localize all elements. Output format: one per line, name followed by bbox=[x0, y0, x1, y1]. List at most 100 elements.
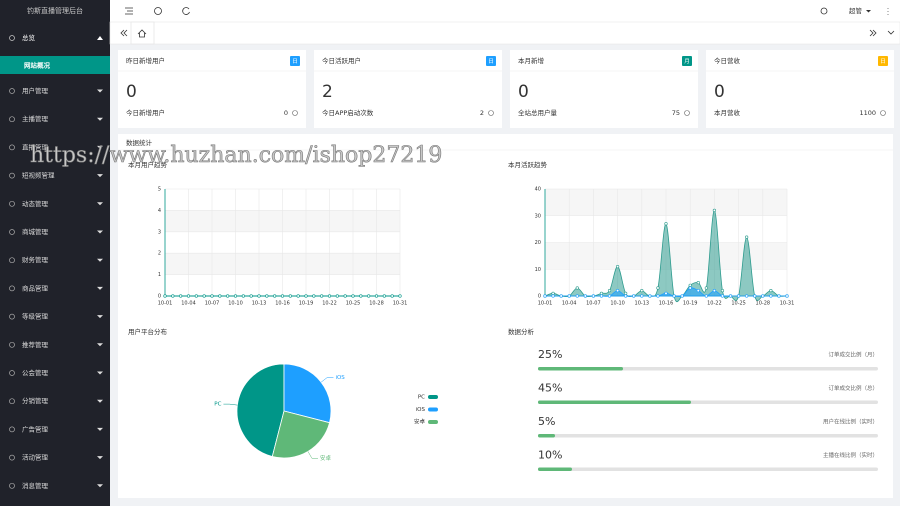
menu-arrow bbox=[97, 117, 103, 121]
data-point bbox=[704, 294, 708, 298]
menu-icon bbox=[9, 200, 15, 207]
sidebar-title: 钓斯直播管理后台 bbox=[27, 6, 83, 15]
home-icon bbox=[137, 29, 147, 38]
menu-item[interactable]: 商城管理 bbox=[22, 227, 49, 236]
progress-value: 25% bbox=[538, 348, 562, 361]
card-title: 今日营收 bbox=[714, 56, 741, 65]
data-point bbox=[575, 294, 579, 298]
data-point bbox=[599, 294, 604, 298]
x-tick-label: 10-28 bbox=[369, 301, 384, 307]
x-tick-label: 10-25 bbox=[346, 301, 361, 307]
data-point bbox=[624, 291, 628, 295]
data-point bbox=[265, 294, 269, 298]
data-point bbox=[257, 294, 261, 298]
menu-icon bbox=[9, 35, 15, 41]
card bbox=[510, 50, 698, 128]
card-badge-text: 日 bbox=[488, 58, 494, 65]
menu-icon bbox=[9, 229, 15, 235]
tab-right[interactable] bbox=[869, 29, 877, 37]
menu-overview[interactable]: 总览 bbox=[22, 33, 36, 42]
menu-icon bbox=[9, 88, 15, 94]
x-tick-label: 10-13 bbox=[252, 301, 267, 307]
user-arrow bbox=[866, 10, 871, 13]
x-tick-label: 10-22 bbox=[707, 301, 722, 307]
data-point bbox=[688, 283, 692, 287]
menu-toggle[interactable] bbox=[125, 7, 133, 15]
pie-leader bbox=[223, 403, 238, 406]
progress-label: 用户在线比例（实时） bbox=[823, 418, 878, 426]
site-icon[interactable] bbox=[154, 7, 162, 15]
data-point bbox=[163, 294, 167, 298]
data-point bbox=[632, 294, 636, 298]
data-point bbox=[359, 294, 363, 298]
menu-item[interactable]: 主播管理 bbox=[22, 114, 49, 123]
home-tab[interactable] bbox=[130, 21, 155, 45]
menu-icon bbox=[9, 313, 15, 320]
menu-item[interactable]: 公会管理 bbox=[22, 368, 49, 377]
card-footer-value: 0 bbox=[284, 109, 288, 117]
data-point bbox=[656, 286, 660, 290]
refresh-icon[interactable] bbox=[182, 7, 190, 15]
menu-icon bbox=[9, 370, 15, 376]
tab-down[interactable] bbox=[887, 30, 895, 35]
x-tick-label: 10-16 bbox=[275, 301, 290, 307]
x-tick-label: 10-07 bbox=[205, 301, 220, 307]
menu-item[interactable]: 推荐管理 bbox=[22, 340, 49, 349]
data-point bbox=[745, 294, 749, 298]
menu-arrow bbox=[97, 36, 103, 40]
card-title: 本月新增 bbox=[518, 56, 544, 65]
menu-item[interactable]: 用户管理 bbox=[22, 86, 49, 95]
theme-icon[interactable] bbox=[820, 7, 828, 15]
data-point bbox=[648, 294, 652, 298]
legend-label: PC bbox=[418, 395, 425, 401]
y-tick-label: 1 bbox=[158, 272, 161, 278]
menu-item[interactable]: 动态管理 bbox=[22, 199, 49, 208]
legend-swatch bbox=[428, 395, 438, 399]
tabbar bbox=[109, 21, 900, 45]
menu-arrow bbox=[97, 89, 103, 93]
data-point bbox=[761, 294, 765, 298]
card-badge bbox=[290, 56, 300, 66]
card-footer-label: 今日新增用户 bbox=[126, 108, 165, 117]
data-point bbox=[615, 289, 620, 293]
card-title: 今日活跃用户 bbox=[322, 56, 361, 65]
menu-item[interactable]: 短视频管理 bbox=[22, 171, 55, 180]
data-point bbox=[769, 289, 773, 293]
menu-arrow bbox=[97, 258, 103, 262]
menu-item[interactable]: 直播管理 bbox=[22, 142, 49, 151]
menu-item[interactable]: 财务管理 bbox=[22, 255, 49, 264]
x-tick-label: 10-04 bbox=[562, 301, 577, 307]
data-point bbox=[171, 294, 175, 298]
menu-item[interactable]: 商品管理 bbox=[22, 283, 49, 292]
x-tick-label: 10-10 bbox=[228, 301, 243, 307]
chart-title: 用户平台分布 bbox=[128, 327, 168, 336]
data-point bbox=[273, 294, 277, 298]
menu-item[interactable]: 消息管理 bbox=[22, 481, 49, 490]
user-name[interactable]: 超管 bbox=[849, 6, 863, 15]
card-value: 0 bbox=[518, 82, 529, 102]
x-tick-label: 10-31 bbox=[393, 301, 408, 307]
sidebar bbox=[0, 0, 110, 506]
pie-slice bbox=[236, 363, 285, 458]
tab-left[interactable] bbox=[120, 29, 128, 37]
data-point bbox=[343, 294, 347, 298]
x-tick-label: 10-19 bbox=[299, 301, 314, 307]
menu-item[interactable]: 广告管理 bbox=[22, 424, 49, 433]
menu-sub[interactable]: 网站概况 bbox=[24, 61, 51, 70]
legend-label: 安卓 bbox=[414, 418, 426, 426]
y-tick-label: 5 bbox=[158, 187, 161, 193]
legend-swatch bbox=[428, 420, 438, 424]
menu-item[interactable]: 等级管理 bbox=[22, 312, 49, 321]
data-point bbox=[624, 294, 628, 298]
card-value: 2 bbox=[322, 82, 333, 102]
topbar bbox=[110, 0, 900, 22]
menu-item[interactable]: 活动管理 bbox=[22, 453, 49, 462]
data-point bbox=[374, 294, 379, 298]
legend-swatch bbox=[428, 407, 438, 412]
data-point bbox=[280, 294, 285, 298]
data-point bbox=[607, 294, 612, 298]
card-badge-text: 月 bbox=[684, 58, 690, 65]
card-footer-label: 本月营收 bbox=[714, 108, 741, 117]
data-point bbox=[335, 294, 339, 298]
menu-item[interactable]: 分销管理 bbox=[22, 396, 49, 405]
